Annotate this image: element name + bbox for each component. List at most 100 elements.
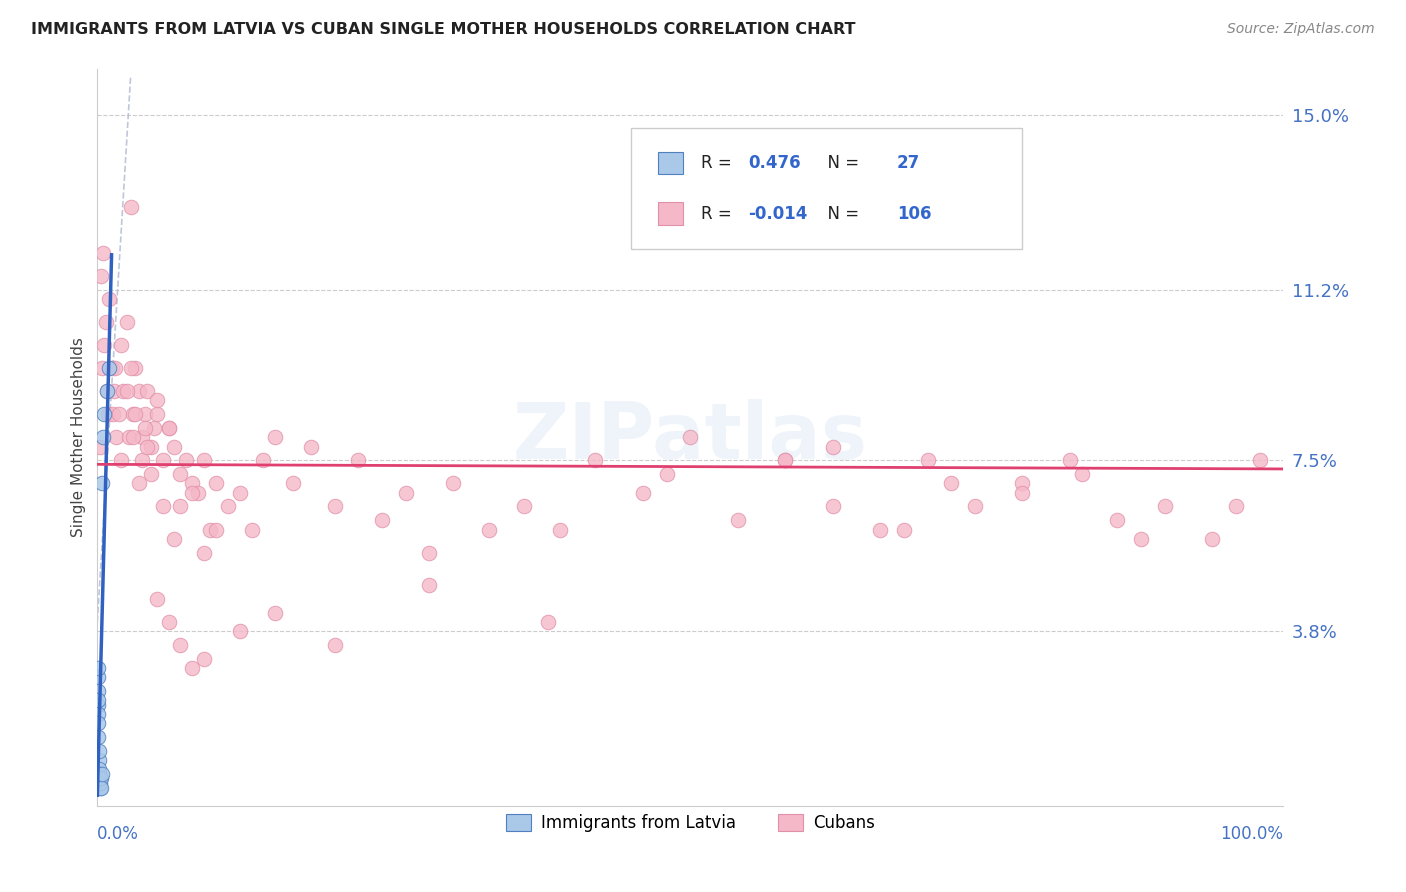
Point (1011, 476, 1033, 491)
Point (1107, 513, 1129, 527)
Point (104, 361, 127, 376)
Text: 106: 106 (897, 204, 931, 222)
Point (395, 485, 418, 500)
Text: 27: 27 (897, 154, 920, 172)
Point (89, 780, 111, 795)
Point (89, 440, 111, 454)
Point (134, 421, 156, 435)
Point (86, 670, 108, 684)
Point (136, 384, 159, 399)
Point (228, 485, 250, 500)
Point (176, 453, 198, 467)
Point (299, 440, 322, 454)
Point (169, 638, 191, 652)
Point (87, 772, 110, 786)
Point (124, 407, 146, 421)
Point (139, 467, 162, 482)
Text: N =: N = (817, 204, 865, 222)
Point (120, 200, 142, 214)
Point (118, 430, 141, 444)
Point (1070, 467, 1092, 482)
Point (169, 467, 191, 482)
Point (87, 730, 110, 744)
Point (87, 706, 110, 721)
Point (143, 421, 166, 435)
Point (418, 578, 440, 592)
Point (91, 361, 114, 376)
Point (548, 523, 571, 537)
Point (205, 523, 228, 537)
Point (87, 753, 110, 767)
Point (110, 338, 132, 352)
Text: -0.014: -0.014 (748, 204, 808, 222)
Point (152, 500, 174, 514)
Point (93, 407, 115, 421)
Point (89, 772, 111, 786)
Y-axis label: Single Mother Households: Single Mother Households (72, 337, 86, 537)
Point (347, 453, 370, 467)
Text: IMMIGRANTS FROM LATVIA VS CUBAN SINGLE MOTHER HOUSEHOLDS CORRELATION CHART: IMMIGRANTS FROM LATVIA VS CUBAN SINGLE M… (31, 22, 855, 37)
Point (134, 407, 156, 421)
Point (252, 453, 274, 467)
Point (128, 384, 150, 399)
Point (773, 453, 796, 467)
Point (1130, 532, 1153, 546)
Point (264, 606, 287, 620)
Text: 0.476: 0.476 (748, 154, 801, 172)
Point (1201, 532, 1223, 546)
Point (821, 500, 844, 514)
Point (97, 407, 120, 421)
Point (89, 776, 111, 790)
Point (1059, 453, 1081, 467)
Point (655, 467, 678, 482)
Point (101, 407, 124, 421)
Point (163, 532, 186, 546)
Point (93, 338, 115, 352)
Point (107, 407, 129, 421)
Point (157, 615, 180, 629)
Point (513, 500, 536, 514)
Point (100, 361, 122, 376)
Point (205, 476, 228, 491)
Point (98, 292, 121, 306)
Point (193, 651, 215, 665)
Point (217, 500, 239, 514)
Point (96, 384, 118, 399)
Point (124, 361, 146, 376)
Point (91, 246, 114, 260)
Point (181, 476, 204, 491)
Point (631, 485, 654, 500)
Point (963, 500, 986, 514)
Point (193, 453, 215, 467)
Text: Source: ZipAtlas.com: Source: ZipAtlas.com (1227, 22, 1375, 37)
Point (869, 523, 891, 537)
Point (112, 384, 135, 399)
Point (169, 500, 191, 514)
Point (323, 638, 346, 652)
Point (87, 716, 110, 731)
Point (89, 772, 111, 786)
Point (323, 500, 346, 514)
Point (145, 591, 167, 606)
Point (98, 361, 121, 376)
Point (145, 393, 167, 408)
Point (478, 523, 501, 537)
Point (115, 384, 138, 399)
Point (240, 523, 263, 537)
Point (198, 523, 221, 537)
Point (1153, 500, 1175, 514)
Point (131, 430, 153, 444)
Point (181, 485, 204, 500)
Point (281, 476, 304, 491)
Point (145, 407, 167, 421)
Point (128, 476, 150, 491)
Point (120, 361, 142, 376)
Point (441, 476, 464, 491)
Point (87, 767, 110, 781)
Text: R =: R = (702, 204, 737, 222)
Point (917, 453, 939, 467)
Point (90, 767, 112, 781)
Point (136, 440, 159, 454)
Legend: Immigrants from Latvia, Cubans: Immigrants from Latvia, Cubans (499, 807, 882, 838)
Point (87, 693, 110, 707)
